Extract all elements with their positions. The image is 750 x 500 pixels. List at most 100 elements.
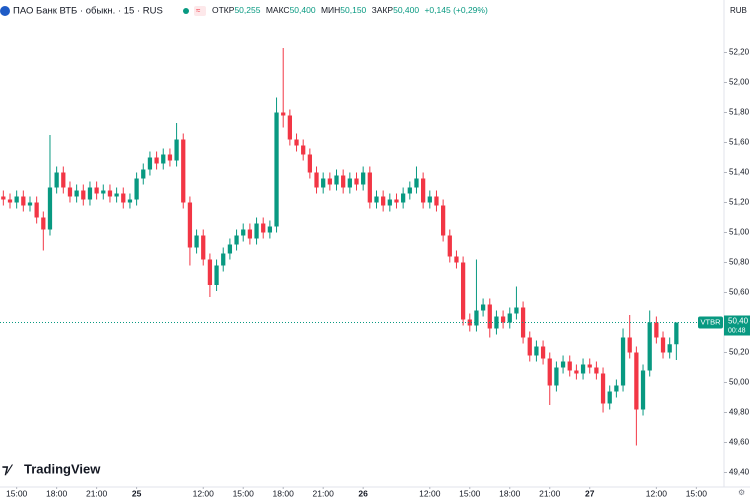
candle-body bbox=[587, 364, 592, 368]
candle-body bbox=[261, 223, 266, 233]
symbol-title: ПАО Банк ВТБ · обыкн. · 15 · RUS bbox=[13, 6, 163, 17]
y-tick-label: 52,20 bbox=[729, 48, 750, 57]
candle-body bbox=[567, 361, 572, 371]
candle-body bbox=[307, 154, 312, 173]
candle-body bbox=[627, 337, 632, 353]
candle-body bbox=[81, 190, 86, 200]
candle-body bbox=[134, 178, 139, 200]
candle-body bbox=[214, 265, 219, 285]
candle-body bbox=[487, 304, 492, 329]
x-tick-label: 18:00 bbox=[499, 488, 521, 498]
candle-body bbox=[34, 202, 39, 218]
x-tick-label: 26 bbox=[358, 488, 368, 498]
candle-body bbox=[387, 199, 392, 206]
x-tick-label: 25 bbox=[132, 488, 142, 498]
candle-body bbox=[207, 259, 213, 285]
symbol-tag bbox=[698, 316, 723, 329]
candle-body bbox=[394, 199, 399, 203]
x-tick-label: 18:00 bbox=[273, 488, 295, 498]
settings-icon[interactable]: ⚙ bbox=[738, 488, 745, 497]
candle-body bbox=[381, 196, 386, 206]
candle-body bbox=[94, 187, 99, 194]
x-tick-label: 21:00 bbox=[86, 488, 108, 498]
candle-body bbox=[440, 205, 446, 236]
candle-body bbox=[434, 196, 439, 206]
status-icon bbox=[194, 6, 206, 16]
x-tick-label: 12:00 bbox=[646, 488, 668, 498]
y-tick-label: 51,40 bbox=[729, 168, 750, 177]
candle-body bbox=[27, 202, 33, 206]
ohlc-label: МИН bbox=[321, 5, 340, 15]
candle-body bbox=[1, 196, 6, 200]
candle-body bbox=[354, 178, 359, 185]
ohlc-value: 50,255 bbox=[234, 5, 260, 15]
candle-body bbox=[647, 322, 652, 371]
candle-body bbox=[554, 367, 559, 386]
x-tick-label: 21:00 bbox=[313, 488, 335, 498]
candle-body bbox=[161, 154, 166, 164]
ohlc-value: 50,400 bbox=[393, 5, 419, 15]
candle-body bbox=[194, 235, 199, 248]
y-tick-label: 50,60 bbox=[729, 288, 750, 297]
candle-body bbox=[654, 322, 659, 338]
candle-body bbox=[547, 358, 552, 386]
logo-mark: ⁊⁄ bbox=[2, 461, 13, 476]
candle-body bbox=[534, 346, 539, 356]
candle-body bbox=[454, 256, 459, 263]
candle-body bbox=[514, 307, 519, 314]
x-tick-label: 12:00 bbox=[419, 488, 441, 498]
y-tick-label: 50,00 bbox=[729, 378, 750, 387]
candle-body bbox=[500, 316, 506, 323]
candle-body bbox=[674, 322, 679, 345]
candle-body bbox=[347, 178, 352, 188]
candle-body bbox=[254, 223, 259, 239]
candle-body bbox=[241, 229, 246, 236]
currency[interactable]: RUB bbox=[730, 6, 747, 15]
y-tick-label: 50,20 bbox=[729, 348, 750, 357]
y-tick-label: 49,80 bbox=[729, 408, 750, 417]
candle-body bbox=[574, 370, 579, 374]
logo[interactable]: ⁊⁄ TradingView bbox=[2, 461, 101, 476]
candle-body bbox=[620, 337, 626, 386]
ohlc-label: ОТКР bbox=[212, 5, 235, 15]
x-tick-label: 15:00 bbox=[459, 488, 481, 498]
candle-body bbox=[54, 172, 59, 188]
candle-body bbox=[154, 157, 159, 164]
candles bbox=[1, 48, 679, 446]
candle-body bbox=[167, 154, 173, 161]
candle-body bbox=[321, 178, 326, 188]
x-tick-label: 15:00 bbox=[686, 488, 708, 498]
candle-body bbox=[287, 115, 292, 140]
candle-body bbox=[401, 193, 406, 203]
candle-body bbox=[421, 178, 426, 203]
candle-body bbox=[201, 235, 206, 260]
candle-body bbox=[294, 139, 299, 146]
candle-body bbox=[314, 172, 319, 188]
y-tick-label: 49,60 bbox=[729, 438, 750, 447]
candle-body bbox=[107, 190, 113, 197]
candle-body bbox=[640, 370, 646, 410]
candle-body bbox=[460, 262, 466, 320]
y-tick-label: 51,80 bbox=[729, 108, 750, 117]
candle-body bbox=[447, 235, 452, 257]
y-tick-label: 51,60 bbox=[729, 138, 750, 147]
candle-body bbox=[74, 190, 79, 197]
candle-body bbox=[221, 253, 226, 266]
candle-body bbox=[600, 373, 606, 404]
x-tick-label: 12:00 bbox=[193, 488, 215, 498]
candle-body bbox=[181, 139, 186, 203]
candle-body bbox=[367, 172, 372, 203]
x-tick-label: 21:00 bbox=[539, 488, 561, 498]
status-icon-glyph: ≈ bbox=[196, 6, 201, 15]
candle-body bbox=[227, 244, 233, 254]
y-tick-label: 51,20 bbox=[729, 198, 750, 207]
symbol-icon bbox=[0, 6, 10, 16]
candle-body bbox=[374, 196, 379, 203]
candle-body bbox=[121, 193, 126, 203]
candle-body bbox=[580, 364, 586, 374]
ohlc-label: ЗАКР bbox=[372, 5, 394, 15]
candle-body bbox=[361, 172, 366, 185]
candle-body bbox=[47, 187, 53, 230]
